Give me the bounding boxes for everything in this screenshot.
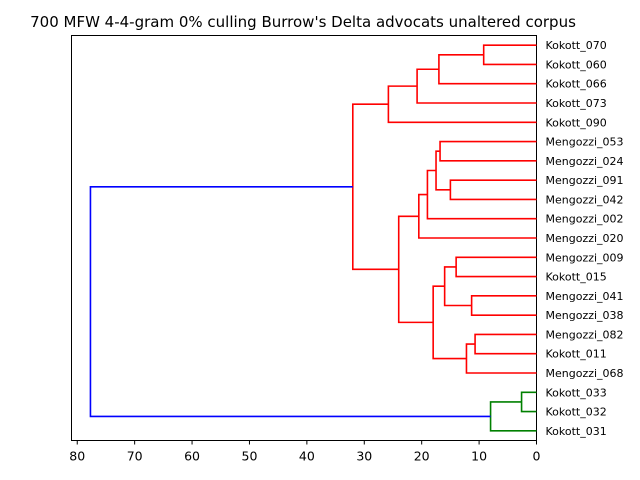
- leaf-label: Mengozzi_041: [546, 290, 624, 303]
- leaf-label: Mengozzi_068: [546, 367, 624, 380]
- leaf-label: Kokott_070: [546, 39, 607, 52]
- x-tick-label: 30: [356, 449, 372, 464]
- dendrogram-link: [439, 140, 537, 162]
- dendrogram-link: [435, 150, 451, 191]
- leaf-label: Mengozzi_020: [546, 232, 624, 245]
- leaf-label: Kokott_066: [546, 78, 607, 91]
- x-tick-label: 0: [533, 449, 541, 464]
- dendrogram-link: [432, 285, 467, 360]
- leaf-label: Mengozzi_038: [546, 309, 624, 322]
- x-tick-label: 80: [69, 449, 85, 464]
- leaf-label: Kokott_073: [546, 97, 607, 110]
- dendrogram-link: [470, 295, 537, 316]
- dendrogram-link: [418, 193, 537, 239]
- dendrogram-link: [426, 169, 537, 220]
- dendrogram-link: [351, 103, 399, 271]
- leaf-label: Mengozzi_024: [546, 155, 624, 168]
- x-tick-label: 20: [414, 449, 430, 464]
- x-axis-ticks: 80 70 60 50 40 30 20 10 0: [69, 440, 541, 464]
- dendrogram-links: [89, 44, 537, 432]
- leaf-label: Kokott_033: [546, 386, 607, 399]
- dendrogram-link: [387, 85, 537, 124]
- dendrogram-link: [443, 266, 472, 307]
- leaf-label: Kokott_032: [546, 406, 607, 419]
- leaf-label: Mengozzi_009: [546, 251, 624, 264]
- leaf-label: Mengozzi_042: [546, 193, 624, 206]
- x-tick-label: 60: [184, 449, 200, 464]
- dendrogram-link: [489, 401, 537, 432]
- dendrogram-link: [455, 256, 537, 278]
- dendrogram-link: [416, 68, 537, 104]
- dendrogram-link: [89, 185, 491, 418]
- dendrogram-link: [438, 53, 537, 85]
- x-tick-label: 10: [471, 449, 487, 464]
- dendrogram-link: [482, 44, 537, 66]
- x-tick-label: 40: [299, 449, 315, 464]
- leaf-label: Kokott_011: [546, 348, 607, 361]
- chart-title: 700 MFW 4-4-gram 0% culling Burrow's Del…: [30, 13, 576, 31]
- leaf-label: Mengozzi_053: [546, 136, 624, 149]
- x-tick-label: 70: [127, 449, 143, 464]
- leaf-label: Kokott_060: [546, 58, 607, 71]
- leaf-label: Kokott_031: [546, 425, 607, 438]
- leaf-label: Kokott_015: [546, 271, 607, 284]
- dendrogram-link: [465, 343, 537, 374]
- dendrogram-link: [474, 333, 537, 355]
- x-tick-label: 50: [242, 449, 258, 464]
- leaf-labels: Kokott_070 Kokott_060 Kokott_066 Kokott_073…: [546, 39, 624, 438]
- leaf-label: Mengozzi_082: [546, 328, 624, 341]
- leaf-label: Mengozzi_091: [546, 174, 624, 187]
- leaf-label: Mengozzi_002: [546, 213, 624, 226]
- dendrogram-link: [397, 215, 434, 324]
- dendrogram-link: [449, 179, 537, 201]
- dendrogram-link: [520, 391, 537, 413]
- leaf-label: Kokott_090: [546, 116, 607, 129]
